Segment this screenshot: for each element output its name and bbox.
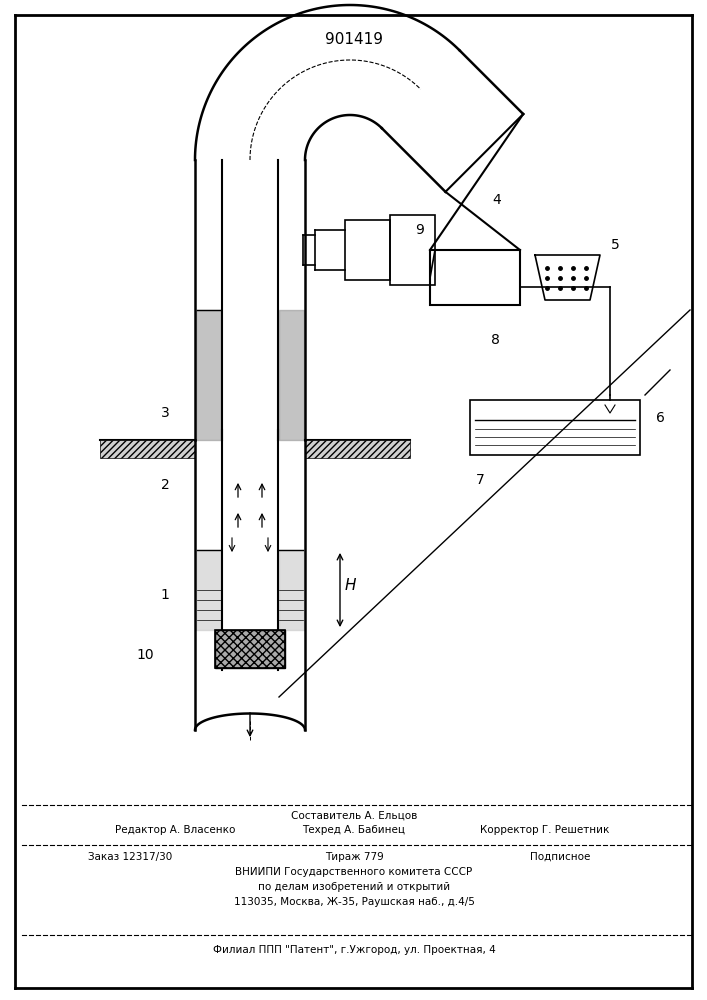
Bar	[215, 630, 285, 668]
Bar	[390, 215, 435, 285]
Text: 4: 4	[493, 193, 501, 207]
Text: по делам изобретений и открытий: по делам изобретений и открытий	[258, 882, 450, 892]
Bar	[100, 440, 195, 458]
Text: 9: 9	[416, 223, 424, 237]
Text: Заказ 12317/30: Заказ 12317/30	[88, 852, 172, 862]
Bar	[345, 220, 390, 280]
Text: 7: 7	[476, 473, 484, 487]
Text: Техред А. Бабинец: Техред А. Бабинец	[303, 825, 406, 835]
Text: 10: 10	[136, 648, 154, 662]
Bar	[470, 400, 640, 455]
Text: Тираж 779: Тираж 779	[325, 852, 383, 862]
Text: 1: 1	[160, 588, 170, 602]
Text: 8: 8	[491, 333, 499, 347]
Text: Корректор Г. Решетник: Корректор Г. Решетник	[480, 825, 609, 835]
Text: ВНИИПИ Государственного комитета СССР: ВНИИПИ Государственного комитета СССР	[235, 867, 472, 877]
Text: 2: 2	[160, 478, 170, 492]
Text: Подписное: Подписное	[530, 852, 590, 862]
Bar	[430, 250, 520, 305]
Text: 6: 6	[655, 411, 665, 425]
Text: 113035, Москва, Ж-35, Раушская наб., д.4/5: 113035, Москва, Ж-35, Раушская наб., д.4…	[233, 897, 474, 907]
Text: Составитель А. Ельцов: Составитель А. Ельцов	[291, 811, 417, 821]
Bar	[305, 440, 410, 458]
Text: 901419: 901419	[325, 32, 383, 47]
Text: 3: 3	[160, 406, 170, 420]
Bar	[215, 630, 285, 668]
Text: Филиал ППП "Патент", г.Ужгород, ул. Проектная, 4: Филиал ППП "Патент", г.Ужгород, ул. Прое…	[213, 945, 496, 955]
Text: Редактор А. Власенко: Редактор А. Власенко	[115, 825, 235, 835]
Text: H: H	[344, 578, 356, 592]
Text: 5: 5	[611, 238, 619, 252]
